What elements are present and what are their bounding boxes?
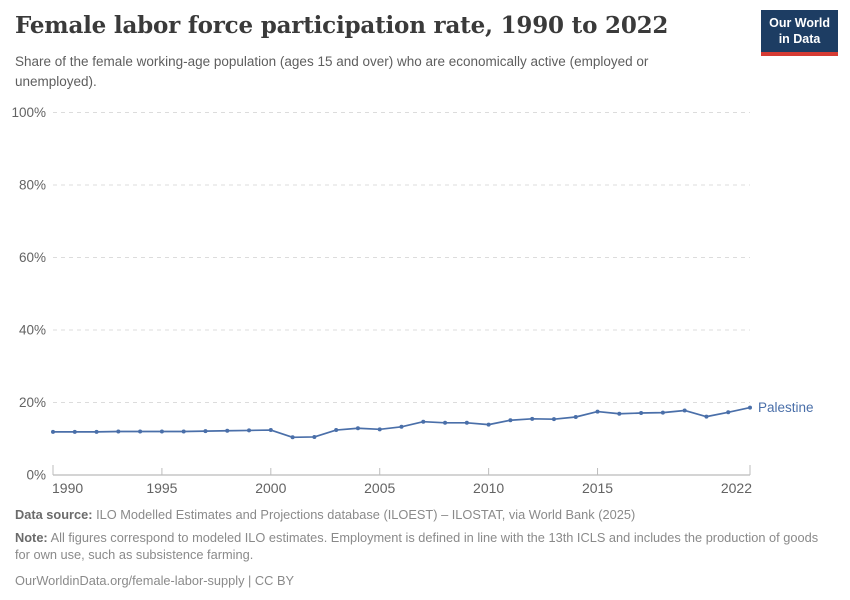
data-point-palestine-2016 (617, 411, 622, 416)
data-source-line: Data source: ILO Modelled Estimates and … (15, 507, 835, 524)
x-axis-tick-label-2000: 2000 (255, 480, 286, 496)
x-axis-tick-label-2010: 2010 (473, 480, 504, 496)
citation-line: OurWorldinData.org/female-labor-supply |… (15, 572, 295, 588)
x-axis-tick-label-2005: 2005 (364, 480, 395, 496)
data-point-palestine-1991 (72, 429, 77, 434)
data-point-palestine-1999 (247, 428, 252, 433)
data-point-palestine-2008 (443, 420, 448, 425)
chart-title: Female labor force participation rate, 1… (15, 12, 669, 39)
data-point-palestine-1997 (203, 429, 208, 434)
data-point-palestine-2000 (268, 428, 273, 433)
data-point-palestine-2017 (639, 411, 644, 416)
data-point-palestine-1995 (159, 429, 164, 434)
data-point-palestine-1990 (51, 429, 55, 434)
y-axis-tick-label-20: 20% (19, 395, 46, 410)
data-point-palestine-2015 (595, 409, 600, 414)
data-point-palestine-2011 (508, 418, 513, 423)
data-point-palestine-2013 (551, 417, 556, 422)
data-point-palestine-2002 (312, 434, 317, 439)
data-point-palestine-1994 (138, 429, 143, 434)
data-point-palestine-2007 (421, 419, 426, 424)
data-point-palestine-2018 (660, 410, 665, 415)
data-point-palestine-1996 (181, 429, 186, 434)
data-point-palestine-2019 (682, 408, 687, 413)
x-axis-tick-label-2022: 2022 (721, 480, 752, 496)
data-point-palestine-2020 (704, 414, 709, 419)
chart-subtitle: Share of the female working-age populati… (15, 54, 649, 89)
y-axis-tick-label-40: 40% (19, 323, 46, 338)
x-axis-tick-label-1995: 1995 (146, 480, 177, 496)
y-axis-tick-label-100: 100% (11, 105, 46, 120)
data-point-palestine-2014 (573, 415, 578, 419)
data-point-palestine-2009 (464, 420, 469, 425)
data-point-palestine-2021 (726, 410, 731, 415)
y-axis-tick-label-60: 60% (19, 250, 46, 265)
line-series-palestine (52, 406, 751, 439)
data-source-text: ILO Modelled Estimates and Projections d… (96, 507, 636, 522)
owid-logo-line1: Our World (769, 16, 830, 30)
chart-footer: Data source: ILO Modelled Estimates and … (15, 507, 835, 596)
series-label-palestine: Palestine (758, 400, 814, 415)
owid-logo: Our World in Data (761, 10, 838, 57)
data-point-palestine-2005 (377, 427, 382, 432)
note-label: Note: (15, 529, 48, 545)
data-source-label: Data source: (15, 507, 93, 522)
data-point-palestine-2022 (748, 405, 752, 410)
line-chart-canvas: 0% 20% 40% 60% 80% 100% 1990 1995 2000 2005 2010 20… (11, 105, 814, 496)
data-point-palestine-2012 (530, 416, 535, 421)
data-point-palestine-1992 (94, 429, 99, 434)
data-point-palestine-2004 (355, 426, 360, 431)
x-axis-tick-label-1990: 1990 (52, 480, 83, 496)
x-axis-tick-label-2015: 2015 (582, 480, 613, 496)
data-point-palestine-2001 (290, 435, 295, 440)
data-point-palestine-1993 (116, 429, 121, 434)
data-point-palestine-1998 (225, 428, 230, 433)
y-axis-tick-label-80: 80% (19, 178, 46, 193)
data-point-palestine-2003 (334, 428, 339, 433)
y-axis-tick-label-0: 0% (26, 468, 46, 483)
data-point-palestine-2010 (486, 422, 491, 427)
owid-logo-line2: in Data (778, 31, 821, 46)
data-point-palestine-2006 (399, 424, 404, 429)
note-line: Note: All figures correspond to modeled … (15, 530, 835, 564)
note-text: All figures correspond to modeled ILO es… (15, 529, 819, 562)
